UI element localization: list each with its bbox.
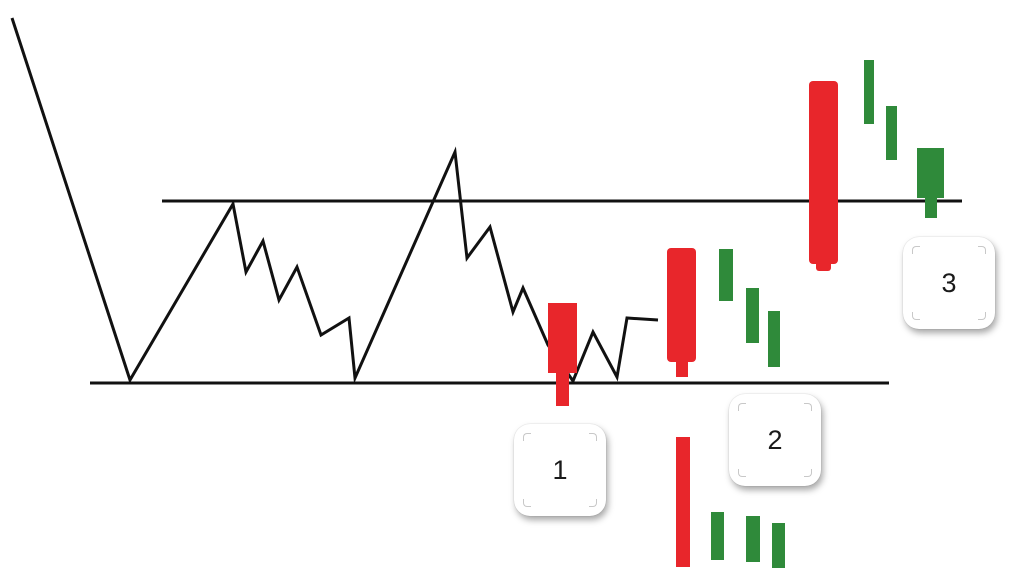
- price-path: [10, 17, 659, 385]
- bar-3a: [864, 60, 874, 124]
- bar-2c: [768, 311, 780, 367]
- candle-3-green-body: [917, 148, 944, 198]
- step-label-3: 3: [941, 267, 957, 298]
- candle-3-green-wick: [925, 196, 937, 218]
- step-badge-2: 2: [729, 394, 821, 486]
- step-badge-1: 1: [514, 424, 606, 516]
- candle-2-wick: [676, 355, 688, 377]
- bar-2a: [719, 249, 733, 301]
- candle-1-wick: [556, 368, 569, 406]
- candle-1-body: [548, 303, 577, 373]
- step-badge-3: 3: [903, 237, 995, 329]
- bar-2b: [746, 288, 759, 343]
- bar-bottom-red: [676, 437, 690, 567]
- step-label-1: 1: [552, 454, 568, 485]
- bar-bottom-green-c: [772, 523, 785, 568]
- candle-2-body: [667, 248, 696, 362]
- bar-3b: [886, 106, 897, 160]
- bar-bottom-green-b: [746, 516, 760, 562]
- bar-bottom-green-a: [711, 512, 724, 560]
- candle-3-wick: [816, 258, 831, 271]
- candle-3-body: [809, 81, 838, 264]
- step-label-2: 2: [767, 424, 783, 455]
